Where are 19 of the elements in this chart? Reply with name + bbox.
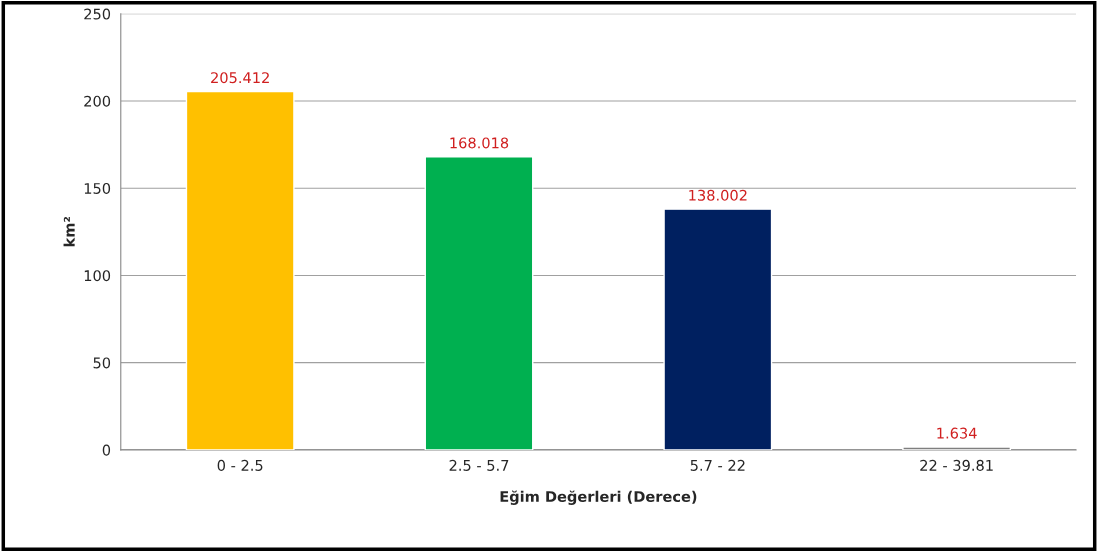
x-tick-label: 2.5 - 5.7: [449, 459, 509, 471]
data-label: 168.018: [450, 137, 509, 149]
data-label: 138.002: [689, 189, 747, 201]
y-axis-title: km²: [63, 217, 75, 247]
data-label: 1.634: [937, 427, 977, 439]
bar: [663, 208, 773, 450]
x-tick-label: 5.7 - 22: [690, 459, 745, 471]
bar: [424, 156, 534, 450]
y-tick-label: 200: [84, 95, 111, 107]
y-tick-label: 100: [84, 270, 111, 282]
x-tick-label: 22 - 39.81: [920, 459, 993, 471]
y-tick-label: 250: [84, 8, 111, 20]
x-axis-title: Eğim Değerleri (Derece): [500, 490, 697, 505]
data-label: 205.412: [211, 72, 269, 84]
y-tick-label: 150: [84, 182, 111, 194]
x-tick-label: 0 - 2.5: [217, 459, 263, 471]
bar: [185, 90, 295, 450]
y-tick-label: 50: [93, 357, 111, 369]
y-tick-label: 0: [102, 444, 111, 456]
